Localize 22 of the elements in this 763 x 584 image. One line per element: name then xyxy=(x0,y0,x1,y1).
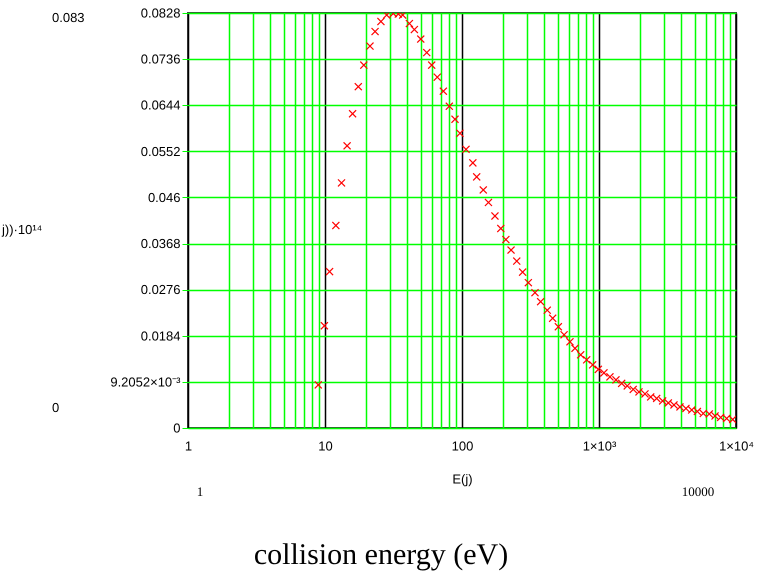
x-tick-label: 1×10⁴ xyxy=(719,438,754,454)
y-tick-label: 0.0368 xyxy=(140,236,180,252)
text: j))·10¹⁴ xyxy=(1,222,42,237)
text: 0.083 xyxy=(52,10,85,25)
y-tick-label: 9.2052×10⁻³ xyxy=(110,374,182,390)
y-tick-label: 0.0644 xyxy=(140,98,180,113)
x-tick-label: 1×10³ xyxy=(582,438,617,454)
y-tick-label: 0.0736 xyxy=(140,52,180,67)
y-tick-label: 0.046 xyxy=(148,190,180,205)
text: 1 xyxy=(196,484,204,499)
x-tick-label: 1 xyxy=(184,438,192,454)
y-tick-label: 0 xyxy=(173,420,180,436)
y-tick-label: 0.0552 xyxy=(140,144,180,159)
x-tick-label: 100 xyxy=(452,438,474,454)
y-tick-label: 0.0276 xyxy=(140,282,180,298)
x-axis-title: E(j) xyxy=(452,472,473,486)
y-tick-label: 0.0184 xyxy=(140,328,180,344)
text: collision energy (eV) xyxy=(254,538,508,571)
x-tick-label: 10 xyxy=(318,438,333,454)
y-tick-label: 0.0828 xyxy=(140,6,180,20)
text: 0 xyxy=(52,400,60,415)
text: 10000 xyxy=(682,484,714,499)
